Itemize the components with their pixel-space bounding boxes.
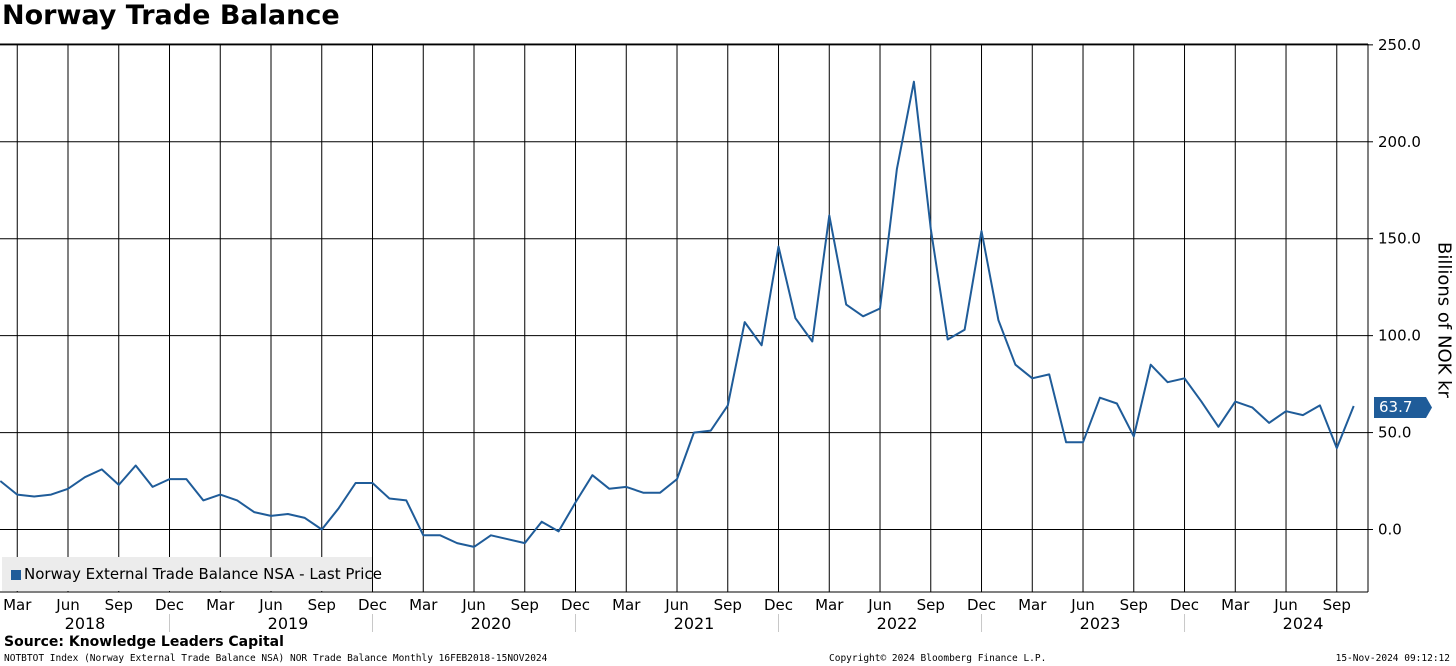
y-tick-label: 50.0 bbox=[1378, 424, 1411, 442]
last-value-marker bbox=[1374, 397, 1432, 418]
y-axis-label: Billions of NOK kr bbox=[1433, 242, 1455, 398]
x-tick-label: Jun bbox=[1273, 596, 1297, 614]
legend-swatch bbox=[11, 570, 21, 580]
x-tick-label: Jun bbox=[664, 596, 688, 614]
x-year-label: 2020 bbox=[471, 614, 512, 633]
y-tick-label: 100.0 bbox=[1378, 327, 1421, 345]
series-lines bbox=[0, 80, 1355, 548]
vertical-gridlines bbox=[16, 44, 1338, 592]
x-tick-label: Dec bbox=[561, 596, 590, 614]
x-tick-label: Mar bbox=[1018, 596, 1047, 614]
source-note: Source: Knowledge Leaders Capital bbox=[4, 634, 284, 650]
x-tick-label: Dec bbox=[1170, 596, 1199, 614]
chart-axes bbox=[0, 43, 1369, 593]
x-tick-label: Jun bbox=[867, 596, 891, 614]
y-tick-label: 200.0 bbox=[1378, 133, 1421, 151]
x-tick-label: Mar bbox=[1221, 596, 1250, 614]
x-year-label: 2019 bbox=[268, 614, 309, 633]
x-tick-label: Mar bbox=[612, 596, 641, 614]
x-tick-label: Jun bbox=[461, 596, 485, 614]
x-tick-label: Sep bbox=[308, 596, 336, 614]
x-year-label: 2018 bbox=[65, 614, 106, 633]
last-value-label: 63.7 bbox=[1379, 398, 1413, 416]
chart-title: Norway Trade Balance bbox=[2, 0, 340, 31]
legend-label: Norway External Trade Balance NSA - Last… bbox=[24, 565, 382, 583]
x-tick-label: Dec bbox=[358, 596, 387, 614]
x-tick-label: Jun bbox=[1070, 596, 1094, 614]
x-tick-label: Mar bbox=[206, 596, 235, 614]
x-tick-label: Sep bbox=[714, 596, 742, 614]
x-year-label: 2022 bbox=[877, 614, 918, 633]
x-tick-label: Sep bbox=[917, 596, 945, 614]
legend: Norway External Trade Balance NSA - Last… bbox=[2, 557, 382, 591]
x-tick-label: Jun bbox=[258, 596, 282, 614]
footer-timestamp: 15-Nov-2024 09:12:12 bbox=[1335, 653, 1450, 664]
footer-ticker: NOTBTOT Index (Norway External Trade Bal… bbox=[4, 653, 548, 664]
y-tick-label: 250.0 bbox=[1378, 36, 1421, 54]
x-tick-label: Sep bbox=[511, 596, 539, 614]
x-tick-label: Sep bbox=[1120, 596, 1148, 614]
series-line bbox=[0, 80, 1355, 548]
x-tick-label: Sep bbox=[1323, 596, 1351, 614]
x-year-label: 2023 bbox=[1080, 614, 1121, 633]
x-tick-label: Mar bbox=[409, 596, 438, 614]
x-tick-label: Jun bbox=[55, 596, 79, 614]
footer-copyright: Copyright© 2024 Bloomberg Finance L.P. bbox=[829, 653, 1047, 664]
x-year-label: 2024 bbox=[1283, 614, 1324, 633]
x-tick-label: Dec bbox=[155, 596, 184, 614]
horizontal-gridlines bbox=[0, 44, 1373, 530]
y-tick-labels: 250.0 200.0 150.0 100.0 50.0 0.0 bbox=[1378, 36, 1421, 539]
x-tick-label: Dec bbox=[764, 596, 793, 614]
x-tick-label: Dec bbox=[967, 596, 996, 614]
x-tick-labels: Mar Jun Sep Dec Mar Jun Sep Dec Mar Jun Sep Dec Mar J… bbox=[3, 596, 1351, 633]
x-tick-label: Sep bbox=[105, 596, 133, 614]
x-tick-label: Mar bbox=[3, 596, 32, 614]
x-year-label: 2021 bbox=[674, 614, 715, 633]
y-tick-label: 0.0 bbox=[1378, 521, 1402, 539]
x-tick-label: Mar bbox=[815, 596, 844, 614]
y-tick-label: 150.0 bbox=[1378, 230, 1421, 248]
